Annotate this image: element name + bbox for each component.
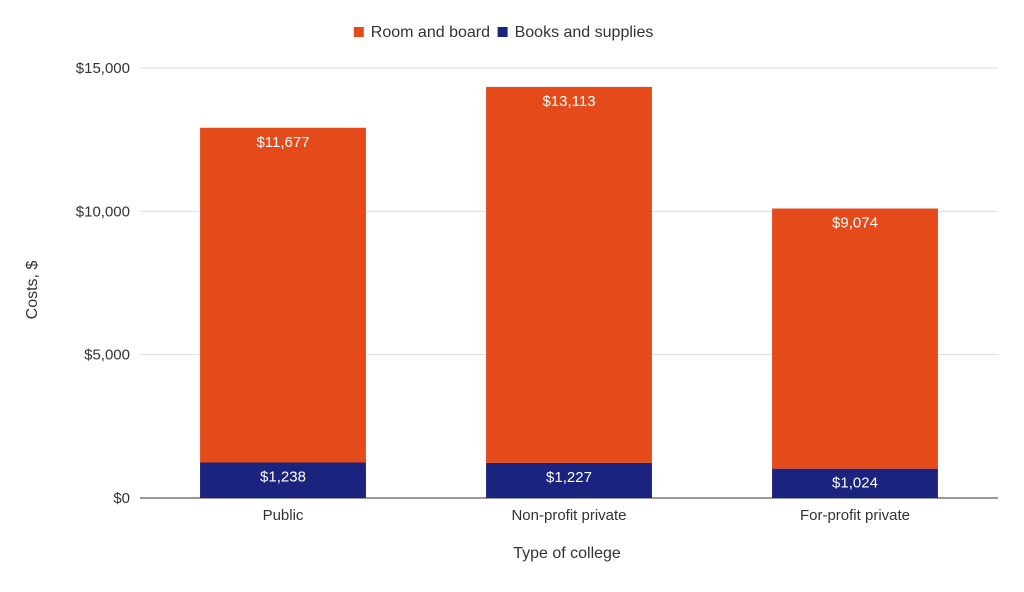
data-labels-layer: $1,238 $11,677 $1,227 $13,113 $1,024 $9,074	[256, 93, 878, 492]
x-tick-label: For-profit private	[800, 507, 910, 524]
legend-swatch	[353, 27, 364, 37]
x-axis-title: Type of college	[513, 545, 621, 562]
legend-label: Room and board	[371, 24, 490, 41]
legend-swatch	[497, 27, 508, 37]
data-label: $13,113	[542, 93, 595, 110]
data-label: $1,227	[546, 469, 592, 486]
y-tick-label: $10,000	[76, 203, 130, 220]
bar-segment	[772, 468, 938, 498]
y-tick-label: $15,000	[76, 60, 130, 77]
y-tick-label: $5,000	[84, 347, 130, 364]
data-label: $1,238	[260, 469, 306, 486]
bar-segment	[486, 86, 652, 463]
y-axis-title: Costs, $	[24, 261, 41, 320]
legend-label: Books and supplies	[515, 24, 654, 41]
x-tick-label: Non-profit private	[511, 507, 626, 524]
bar-segment	[200, 127, 366, 463]
bars-layer: Public Non-profit private For-profit priva…	[200, 86, 938, 524]
data-label: $11,677	[256, 134, 309, 151]
legend: Room and board Books and supplies	[353, 24, 654, 41]
y-tick-label: $0	[113, 490, 130, 507]
x-tick-label: Public	[263, 507, 304, 524]
axis-layer: Type of college Costs, $	[24, 261, 621, 562]
bar-segment	[772, 208, 938, 469]
data-label: $1,024	[832, 475, 878, 492]
data-label: $9,074	[832, 215, 878, 232]
bar-segment	[200, 462, 366, 498]
bar-segment	[486, 462, 652, 498]
